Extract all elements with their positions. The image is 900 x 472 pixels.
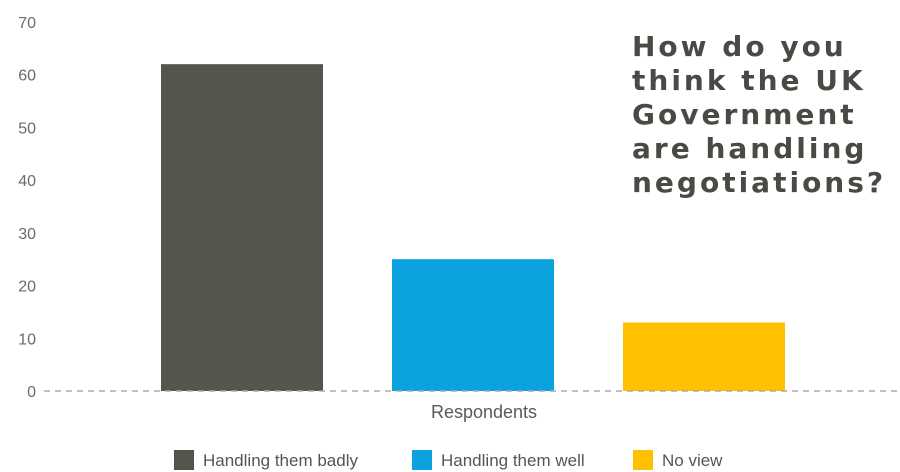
chart-title-line: How do you <box>632 30 847 63</box>
y-tick-label: 50 <box>18 120 36 137</box>
y-tick-label: 40 <box>18 173 36 190</box>
legend-swatch <box>633 450 653 470</box>
bars <box>161 64 785 392</box>
y-tick-label: 20 <box>18 279 36 296</box>
y-tick-label: 0 <box>27 384 36 401</box>
chart-title-line: Government <box>632 98 857 131</box>
chart-title-line: negotiations? <box>632 166 886 199</box>
y-axis-ticks: 0 10 20 30 40 50 60 70 <box>18 15 36 401</box>
chart-title-line: are handling <box>632 132 867 165</box>
bar-handling-them-badly <box>161 64 323 392</box>
x-axis-label: Respondents <box>431 402 537 422</box>
legend-label: Handling them well <box>441 451 585 470</box>
y-tick-label: 60 <box>18 68 36 85</box>
legend: Handling them badly Handling them well No … <box>174 450 723 470</box>
bar-handling-them-well <box>392 259 554 391</box>
legend-label: No view <box>662 451 723 470</box>
y-tick-label: 70 <box>18 15 36 32</box>
chart-title-line: think the UK <box>632 64 866 97</box>
legend-label: Handling them badly <box>203 451 358 470</box>
legend-swatch <box>174 450 194 470</box>
bar-no-view <box>623 322 785 391</box>
y-tick-label: 30 <box>18 226 36 243</box>
y-tick-label: 10 <box>18 331 36 348</box>
legend-swatch <box>412 450 432 470</box>
